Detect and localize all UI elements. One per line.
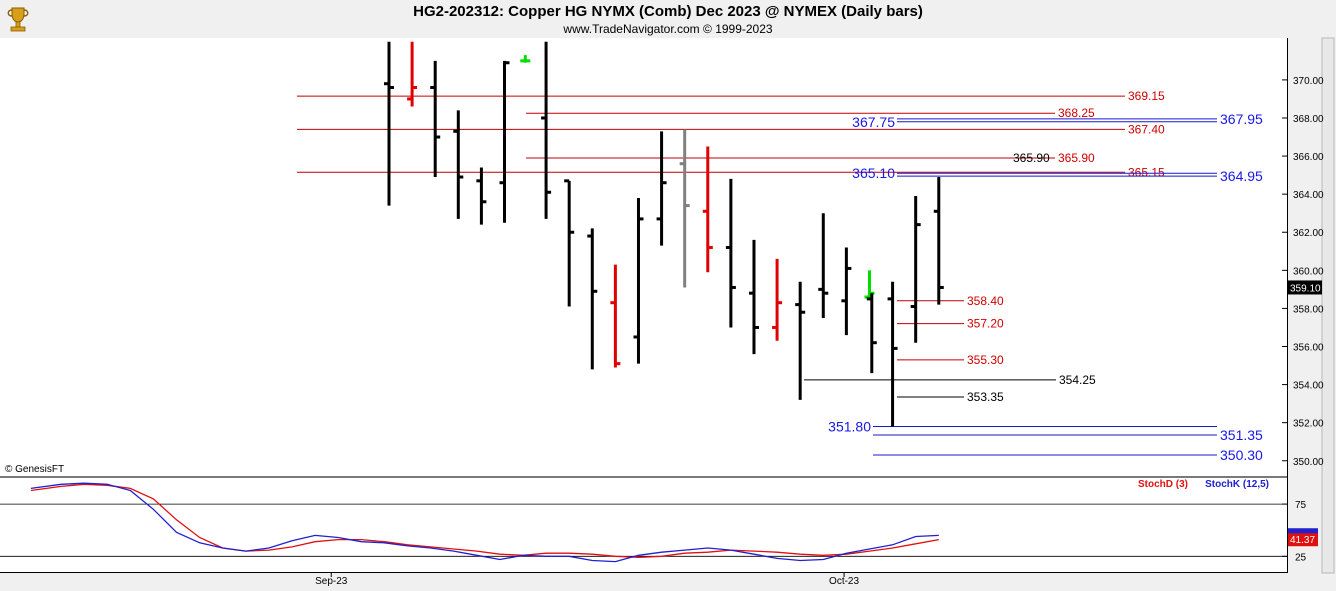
price-bar: [841, 247, 852, 336]
trophy-icon: [2, 2, 34, 34]
price-bar: [748, 239, 759, 355]
level-label: 365.90: [1013, 151, 1050, 165]
price-bar: [587, 228, 598, 370]
level-label: 365.10: [852, 165, 895, 181]
price-axis-label: 364.00: [1293, 190, 1324, 201]
level-label: 367.75: [852, 114, 895, 130]
level-label: 354.25: [1059, 373, 1096, 387]
level-label: 351.80: [828, 418, 871, 434]
level-label: 365.90: [1058, 151, 1095, 165]
level-label: 358.40: [967, 294, 1004, 308]
stoch-last-label: 41.37: [1290, 535, 1315, 546]
level-label: 357.20: [967, 317, 1004, 331]
stochd-last-tag: [1288, 533, 1318, 547]
stoch-series-line: [30, 483, 939, 559]
price-axis-label: 360.00: [1293, 266, 1324, 277]
price-bar: [384, 41, 394, 206]
level-label: 367.40: [1128, 122, 1165, 136]
stoch-panel: [0, 478, 1287, 572]
price-axis-label: 352.00: [1293, 419, 1324, 430]
price-bar: [499, 60, 510, 223]
price-bar: [702, 146, 713, 273]
stoch-axis-label: 75: [1295, 500, 1307, 511]
price-bar: [541, 41, 552, 219]
level-label: 368.25: [1058, 106, 1095, 120]
level-label: 355.30: [967, 353, 1004, 367]
level-label: 353.35: [967, 390, 1004, 404]
legend-stochk: StochK (12,5): [1205, 479, 1269, 490]
watermark: © GenesisFT: [5, 464, 64, 475]
price-bar: [407, 41, 418, 107]
level-label: 367.95: [1220, 111, 1263, 127]
price-axis-label: 350.00: [1293, 457, 1324, 468]
price-bar: [795, 281, 806, 400]
x-axis-label: Oct-23: [829, 576, 859, 587]
price-axis-label: 354.00: [1293, 381, 1324, 392]
price-axis-label: 368.00: [1293, 114, 1324, 125]
last-price-tag: [1288, 280, 1322, 295]
level-label: 369.15: [1128, 89, 1165, 103]
stoch-axis-label: 25: [1295, 552, 1307, 563]
level-label: 351.35: [1220, 427, 1263, 443]
level-label: 364.95: [1220, 168, 1263, 184]
chart-subtitle: www.TradeNavigator.com © 1999-2023: [563, 22, 773, 36]
price-bar: [520, 55, 531, 63]
chart-title: HG2-202312: Copper HG NYMX (Comb) Dec 20…: [413, 3, 923, 20]
price-bar: [772, 258, 783, 341]
price-bar: [679, 129, 690, 288]
price-bar: [887, 281, 898, 427]
price-bar: [476, 167, 487, 225]
price-axis-label: 362.00: [1293, 228, 1324, 239]
price-axis-label: 356.00: [1293, 343, 1324, 354]
x-axis-label: Sep-23: [315, 576, 348, 587]
price-panel: [0, 38, 1287, 476]
price-bar: [818, 213, 829, 318]
price-bar: [453, 110, 464, 219]
price-bar: [656, 131, 667, 246]
price-bar: [910, 196, 921, 343]
price-bar: [564, 179, 575, 307]
legend-stochd: StochD (3): [1138, 479, 1188, 490]
price-bar: [610, 264, 621, 368]
last-price-label: 359.10: [1290, 283, 1321, 294]
price-bar: [933, 177, 944, 305]
stoch-series-line: [30, 482, 939, 563]
price-bar: [725, 178, 736, 328]
stochk-last-tag: [1288, 528, 1318, 535]
price-bar: [866, 293, 877, 374]
price-bar: [430, 60, 441, 178]
level-label: 365.15: [1128, 165, 1165, 179]
price-axis-label: 366.00: [1293, 152, 1324, 163]
price-bar: [633, 197, 644, 364]
level-label: 350.30: [1220, 447, 1263, 463]
price-axis-label: 358.00: [1293, 304, 1324, 315]
price-axis-label: 370.00: [1293, 76, 1324, 87]
scrollbar[interactable]: [1321, 37, 1335, 574]
